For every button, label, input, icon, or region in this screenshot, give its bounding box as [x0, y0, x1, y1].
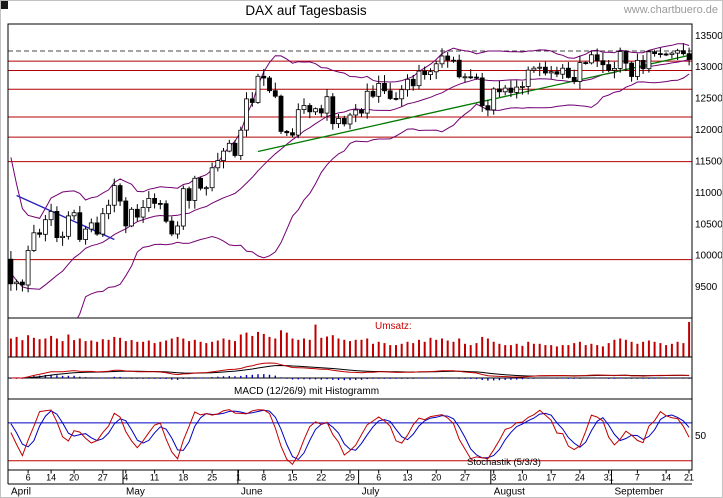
y-axis-label: 13000	[695, 62, 723, 73]
stochastic-panel-label: Stochastik (5/3/3)	[467, 457, 541, 468]
y-axis-label: 10500	[695, 219, 723, 230]
x-axis-day-label: 6	[376, 473, 381, 483]
x-axis-day-label: 17	[546, 473, 556, 483]
bollinger-bands	[10, 43, 690, 318]
volume-panel-label: Umsatz:	[375, 321, 412, 332]
volume-bars	[9, 322, 691, 357]
x-axis-day-label: 15	[287, 473, 297, 483]
y-axis-label: 11500	[695, 156, 723, 167]
y-axis-label: 11000	[695, 188, 723, 199]
macd-panel-label: MACD (12/26/9) mit Histogramm	[234, 386, 380, 397]
y-axis-label: 9500	[695, 282, 718, 293]
macd-panel	[8, 362, 692, 381]
trend-green-trendline	[257, 54, 690, 153]
trendlines	[16, 54, 690, 241]
x-axis-day-label: 7	[635, 473, 640, 483]
x-axis-day-label: 20	[431, 473, 441, 483]
x-axis-month-label: May	[126, 487, 145, 498]
x-axis-month-label: August	[494, 487, 525, 498]
x-axis-day-label: 27	[460, 473, 470, 483]
x-axis-month-label: June	[241, 487, 263, 498]
x-axis-day-label: 20	[69, 473, 79, 483]
x-axis-day-label: 18	[178, 473, 188, 483]
x-axis-day-label: 1	[236, 473, 241, 483]
x-axis-day-label: 14	[661, 473, 671, 483]
support-resistance-lines	[8, 50, 692, 261]
y-axis-label: 12000	[695, 125, 723, 136]
y-axis-label: 10000	[695, 251, 723, 262]
x-axis-day-label: 10	[517, 473, 527, 483]
stochastic-panel	[8, 409, 692, 466]
y-axis-label: 13500	[695, 31, 723, 42]
x-axis-day-label: 4	[123, 473, 128, 483]
x-axis-day-label: 31	[604, 473, 614, 483]
x-axis-day-label: 11	[150, 473, 159, 483]
x-axis-day-label: 13	[402, 473, 412, 483]
x-axis-day-label: 25	[207, 473, 217, 483]
x-axis-day-label: 29	[345, 473, 355, 483]
y-axis-label: 12500	[695, 94, 723, 105]
panel-borders	[7, 23, 693, 485]
corner-mark	[0, 0, 8, 9]
watermark-text: www.chartbuero.de	[623, 4, 718, 16]
trend-blue-trendline	[16, 194, 115, 241]
stochastic-mid-label: 50	[695, 431, 707, 442]
x-axis-day-label: 8	[261, 473, 266, 483]
x-axis-day-label: 3	[491, 473, 496, 483]
x-axis-day-label: 24	[575, 473, 585, 483]
x-axis-month-label: July	[362, 487, 380, 498]
x-axis-day-label: 14	[46, 473, 56, 483]
x-axis-day-label: 21	[684, 473, 694, 483]
x-axis-day-label: 22	[316, 473, 326, 483]
x-axis-month-label: April	[11, 487, 31, 498]
x-axis-day-label: 6	[26, 473, 31, 483]
candles	[8, 43, 692, 293]
x-axis-month-label: September	[615, 487, 665, 498]
chart-title: DAX auf Tagesbasis	[245, 3, 367, 18]
axis-labels: 13500 13000 12500 12000 11500 11000 10500 10000…	[7, 31, 723, 498]
x-axis-day-label: 27	[98, 473, 108, 483]
